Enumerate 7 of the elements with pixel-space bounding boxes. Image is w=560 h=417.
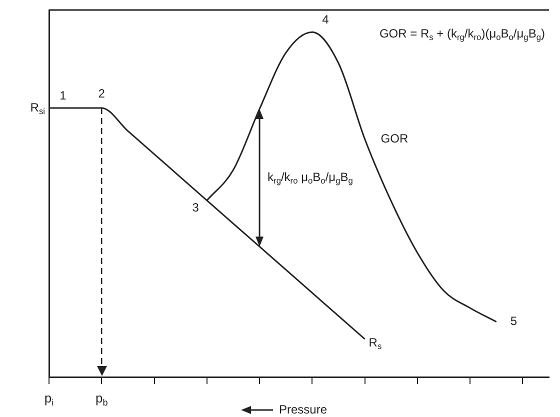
x-axis-title: Pressure [279,402,328,416]
annotation: 1 [60,88,67,102]
annotation: 5 [510,314,518,328]
series-label: GOR [380,131,408,146]
text: 4 [322,12,330,26]
annotation: 3 [192,200,200,215]
annotation: 2 [98,86,106,100]
